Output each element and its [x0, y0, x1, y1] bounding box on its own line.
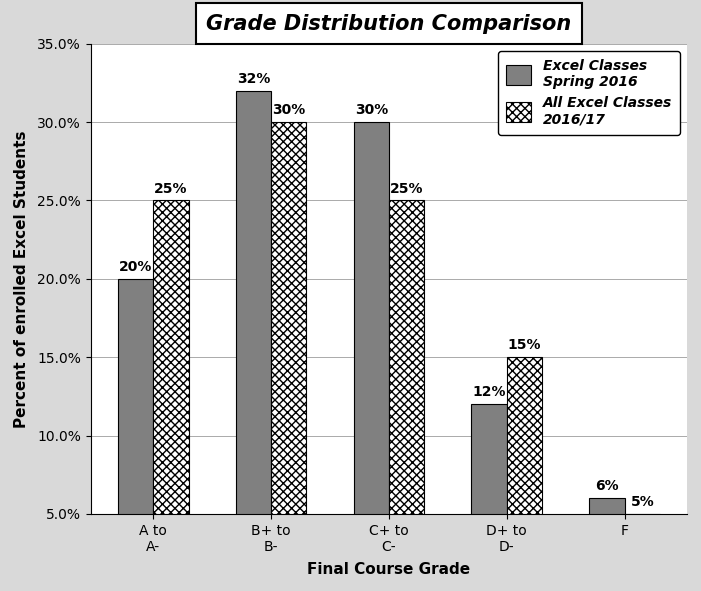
Title: Grade Distribution Comparison: Grade Distribution Comparison [206, 14, 571, 34]
Bar [118, 279, 154, 514]
Text: 20%: 20% [119, 260, 152, 274]
Text: 5%: 5% [630, 495, 654, 509]
Text: 12%: 12% [472, 385, 506, 400]
X-axis label: Final Course Grade: Final Course Grade [308, 562, 470, 577]
Text: 30%: 30% [272, 103, 306, 118]
Bar [353, 122, 389, 514]
Text: 15%: 15% [508, 339, 541, 352]
Bar [154, 200, 189, 514]
Text: 6%: 6% [595, 479, 619, 493]
Bar [472, 404, 507, 514]
Y-axis label: Percent of enrolled Excel Students: Percent of enrolled Excel Students [14, 130, 29, 427]
Text: 30%: 30% [355, 103, 388, 118]
Bar [271, 122, 306, 514]
Text: 25%: 25% [154, 182, 188, 196]
Bar [236, 91, 271, 514]
Bar [590, 498, 625, 514]
Text: 32%: 32% [237, 72, 270, 86]
Text: 25%: 25% [390, 182, 423, 196]
Legend: Excel Classes
Spring 2016, All Excel Classes
2016/17: Excel Classes Spring 2016, All Excel Cla… [498, 51, 680, 135]
Bar [389, 200, 424, 514]
Bar [507, 357, 542, 514]
